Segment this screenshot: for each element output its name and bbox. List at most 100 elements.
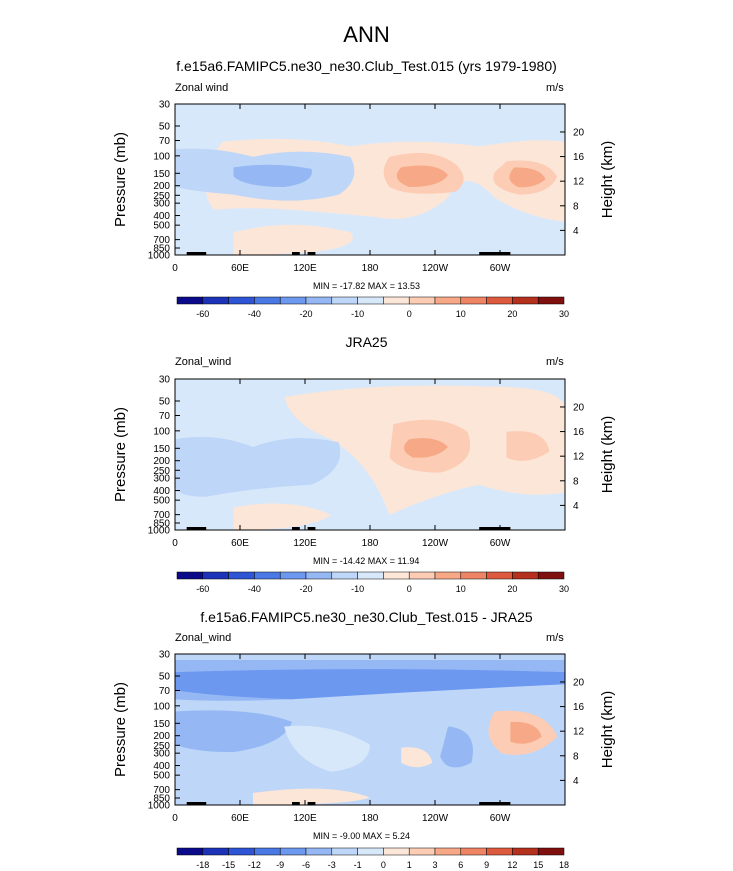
contour-region: [510, 721, 542, 744]
topography: [307, 252, 316, 255]
x-tick-label: 0: [172, 538, 178, 549]
colorbar-label: 20: [507, 584, 517, 594]
colorbar-label: -10: [351, 309, 364, 319]
topography: [292, 527, 300, 530]
colorbar-label: -40: [248, 309, 261, 319]
contour-region: [506, 431, 550, 461]
colorbar-swatch: [512, 847, 539, 856]
x-tick-label: 60E: [231, 538, 249, 549]
colorbar-label: -12: [248, 860, 261, 870]
y-tick-label: 100: [153, 426, 170, 437]
y-tick-label: 400: [153, 486, 170, 497]
y2-tick-label: 12: [573, 727, 585, 738]
y-tick-label: 400: [153, 211, 170, 222]
field: [175, 654, 565, 805]
topography: [186, 527, 207, 530]
topography: [479, 802, 511, 805]
colorbar-label: -60: [196, 309, 209, 319]
panel1-title: f.e15a6.FAMIPC5.ne30_ne30.Club_Test.015 …: [176, 58, 557, 74]
x-tick-label: 0: [172, 813, 178, 824]
colorbar-label: -18: [196, 860, 209, 870]
y-tick-label: 850: [153, 794, 170, 805]
y-tick-label: 1000: [148, 251, 171, 262]
contour-region: [253, 788, 370, 805]
y-tick-label: 50: [159, 396, 171, 407]
y2-tick-label: 12: [573, 452, 585, 463]
y2-tick-label: 4: [573, 501, 579, 512]
contour-region: [233, 224, 353, 255]
topography: [479, 527, 511, 530]
contour-region: [175, 710, 292, 753]
y2-tick-label: 20: [573, 402, 585, 413]
x-tick-label: 180: [362, 263, 379, 274]
y-tick-label: 100: [153, 701, 170, 712]
x-tick-label: 60W: [490, 538, 511, 549]
contour-region: [403, 438, 448, 458]
colorbar-swatch: [176, 847, 204, 856]
panel2-variable-label: Zonal_wind: [175, 356, 232, 368]
panel3-variable-label: Zonal_wind: [175, 632, 232, 644]
y-tick-label: 70: [159, 136, 171, 147]
figure-title: ANN: [343, 22, 390, 47]
y2-tick-label: 16: [573, 152, 585, 163]
contour-region: [509, 167, 546, 188]
y-tick-label: 850: [153, 244, 170, 255]
y-tick-label: 200: [153, 181, 170, 192]
colorbar-label: -10: [351, 584, 364, 594]
colorbar-label: 10: [456, 584, 466, 594]
topography: [479, 252, 511, 255]
y-tick-label: 850: [153, 519, 170, 530]
colorbar-swatch: [434, 847, 462, 856]
colorbar-label: 15: [533, 860, 543, 870]
y-tick-label: 400: [153, 761, 170, 772]
y-tick-label: 50: [159, 671, 171, 682]
y-tick-label: 700: [153, 785, 170, 796]
contour-region: [440, 726, 473, 768]
colorbar-label: 0: [381, 860, 386, 870]
panel3-units: m/s: [546, 632, 564, 644]
y-tick-label: 250: [153, 466, 170, 477]
contour-region: [233, 164, 312, 188]
panel2-title: JRA25: [345, 334, 388, 350]
colorbar-label: 18: [559, 860, 569, 870]
x-tick-label: 120W: [422, 263, 449, 274]
topography: [186, 802, 207, 805]
y-tick-label: 200: [153, 456, 170, 467]
y-tick-label: 700: [153, 235, 170, 246]
y-tick-label: 1000: [148, 526, 171, 537]
y-tick-label: 300: [153, 749, 170, 760]
colorbar-label: 30: [559, 584, 569, 594]
y-tick-label: 150: [153, 719, 170, 730]
colorbar-label: -9: [276, 860, 284, 870]
colorbar-swatch: [408, 847, 436, 856]
y-axis-title: Pressure (mb): [112, 132, 129, 227]
colorbar-swatch: [460, 847, 487, 856]
field: [175, 104, 565, 255]
y-tick-label: 300: [153, 199, 170, 210]
y2-axis-title: Height (km): [599, 416, 616, 494]
y-tick-label: 500: [153, 496, 170, 507]
topography: [307, 802, 316, 805]
colorbar-label: 1: [407, 860, 412, 870]
topography: [292, 802, 300, 805]
y-tick-label: 500: [153, 221, 170, 232]
y2-axis-title: Height (km): [599, 691, 616, 769]
y-tick-label: 500: [153, 771, 170, 782]
y-tick-label: 30: [159, 650, 171, 661]
colorbar-swatch: [537, 847, 565, 856]
panel1-stats: MIN = -17.82 MAX = 13.53: [313, 281, 421, 291]
y-tick-label: 30: [159, 100, 171, 111]
y-tick-label: 150: [153, 444, 170, 455]
x-tick-label: 120W: [422, 538, 449, 549]
y2-tick-label: 20: [573, 677, 585, 688]
contour-region: [175, 669, 565, 700]
panel1-units: m/s: [546, 82, 564, 94]
y-tick-label: 70: [159, 411, 171, 422]
y2-tick-label: 12: [573, 177, 585, 188]
colorbar-label: -60: [196, 584, 209, 594]
y-tick-label: 200: [153, 731, 170, 742]
x-tick-label: 120E: [293, 538, 317, 549]
y2-tick-label: 16: [573, 702, 585, 713]
x-tick-label: 60W: [490, 263, 511, 274]
